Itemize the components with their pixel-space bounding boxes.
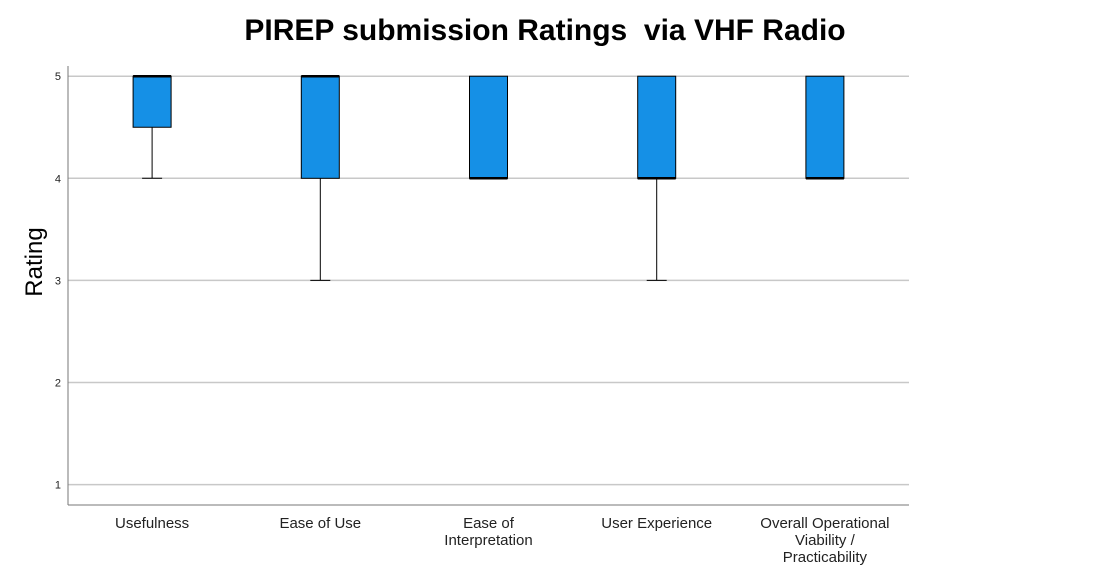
box — [469, 75, 508, 179]
y-tick-label: 4 — [55, 173, 61, 185]
x-category-label: Overall Operational Viability / Practicabi… — [760, 515, 889, 566]
x-category-label: User Experience — [601, 515, 712, 532]
box — [805, 75, 845, 179]
y-axis-label: Rating — [21, 227, 48, 296]
y-tick-label: 1 — [55, 480, 61, 492]
x-category-label: Ease of Interpretation — [444, 515, 532, 549]
chart-title: PIREP submission Ratings via VHF Radio — [244, 14, 846, 47]
y-tick-label: 2 — [55, 377, 61, 389]
box — [637, 75, 677, 179]
y-tick-label: 5 — [55, 71, 61, 83]
x-category-label: Ease of Use — [279, 515, 361, 532]
box — [132, 75, 172, 128]
y-tick-label: 3 — [55, 275, 61, 287]
x-category-label: Usefulness — [115, 515, 189, 532]
box — [300, 75, 340, 179]
